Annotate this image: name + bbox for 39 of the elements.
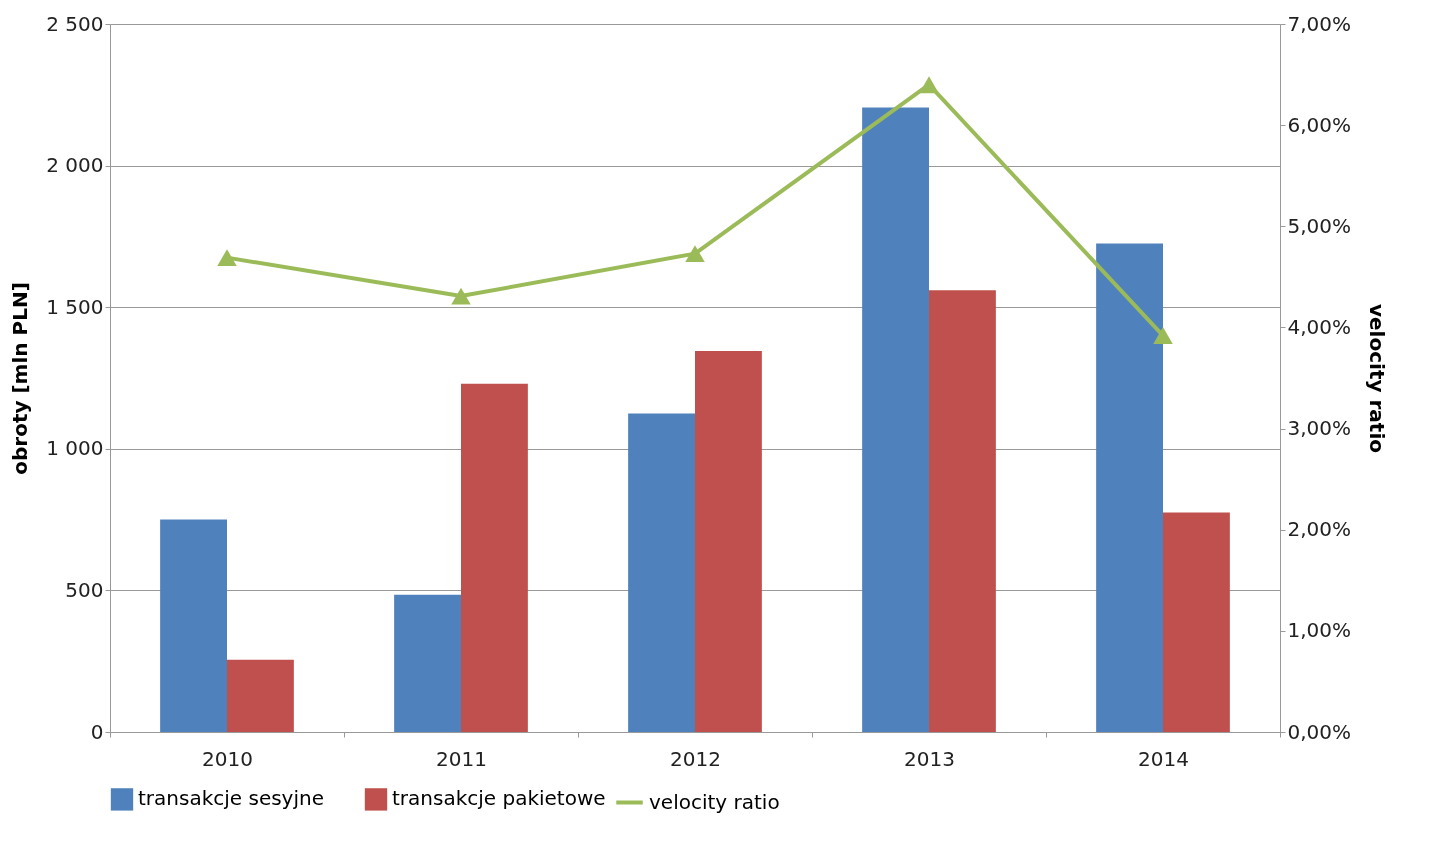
y-axis-title: obroty [mln PLN] (8, 282, 33, 475)
y-tick-label: 2 500 (46, 11, 104, 36)
point (685, 245, 705, 263)
y2-tick-label: 1,00% (1287, 618, 1352, 643)
bar (862, 107, 929, 732)
bar (929, 290, 996, 732)
y2-tick-label: 4,00% (1287, 314, 1352, 339)
bar (1163, 512, 1230, 732)
point (451, 287, 471, 305)
bar (628, 413, 695, 732)
bar (695, 351, 762, 732)
y2-axis-title: velocity ratio (1365, 304, 1390, 453)
y-tick-label: 500 (65, 577, 104, 602)
legend-label: transakcje pakietowe (392, 786, 606, 811)
bar (1096, 243, 1163, 732)
y2-tick-label: 7,00% (1287, 11, 1352, 36)
legend-label: transakcje sesyjne (138, 786, 324, 811)
y-tick-label: 0 (90, 719, 104, 744)
x-tick-label: 2010 (202, 746, 253, 771)
x-tick-label: 2011 (436, 746, 487, 771)
y2-tick-label: 5,00% (1287, 213, 1352, 238)
x-tick-label: 2013 (904, 746, 955, 771)
legend-label: velocity ratio (649, 789, 780, 814)
bar (227, 659, 294, 732)
y-tick-label: 1 000 (46, 436, 104, 461)
y2-tick-label: 0,00% (1287, 719, 1352, 744)
y2-tick-label: 2,00% (1287, 517, 1352, 542)
bar (461, 383, 528, 732)
y2-tick-label: 6,00% (1287, 112, 1352, 137)
point (919, 76, 939, 94)
y-tick-label: 1 500 (46, 294, 104, 319)
point (1153, 327, 1173, 344)
y2-tick-label: 3,00% (1287, 416, 1352, 441)
x-tick-label: 2012 (670, 746, 721, 771)
y-tick-label: 2 000 (46, 153, 104, 178)
bar (394, 594, 461, 732)
point (217, 249, 237, 267)
x-tick-label: 2014 (1138, 746, 1189, 771)
bar (160, 519, 227, 732)
